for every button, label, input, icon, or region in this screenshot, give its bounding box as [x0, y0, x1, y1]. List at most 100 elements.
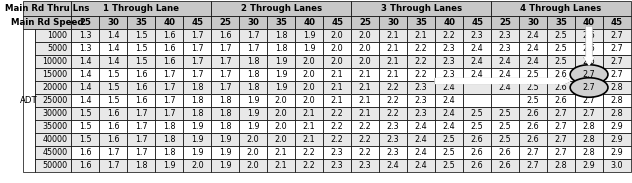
Bar — [127, 81, 155, 94]
Text: 2.7: 2.7 — [555, 135, 568, 144]
Text: 2.5: 2.5 — [499, 122, 511, 131]
Bar — [435, 55, 463, 68]
Text: 1.7: 1.7 — [107, 161, 119, 170]
Bar — [519, 55, 547, 68]
Text: 2.2: 2.2 — [303, 148, 315, 157]
Text: 2.1: 2.1 — [303, 122, 315, 131]
Bar — [99, 81, 127, 94]
Bar — [71, 55, 99, 68]
Text: 1.9: 1.9 — [247, 96, 260, 105]
Bar — [239, 81, 267, 94]
Text: 2.2: 2.2 — [331, 109, 344, 118]
Bar — [267, 42, 295, 55]
Bar — [491, 159, 519, 172]
Text: 2.9: 2.9 — [611, 122, 623, 131]
Bar — [267, 146, 295, 159]
Text: 2.3: 2.3 — [443, 57, 456, 66]
Text: 1.4: 1.4 — [79, 83, 92, 92]
Text: 1.7: 1.7 — [219, 57, 231, 66]
Text: 2.7: 2.7 — [583, 83, 595, 92]
Text: 25: 25 — [219, 18, 231, 27]
Text: 2.6: 2.6 — [583, 57, 595, 66]
Text: 2.6: 2.6 — [526, 122, 539, 131]
Text: 2.2: 2.2 — [415, 70, 427, 79]
Text: 2.1: 2.1 — [415, 31, 427, 40]
Text: 2.3: 2.3 — [331, 148, 343, 157]
Bar — [127, 120, 155, 133]
Bar — [323, 81, 351, 94]
Text: 45: 45 — [611, 18, 623, 27]
Text: 1.5: 1.5 — [79, 135, 92, 144]
Text: 2.1: 2.1 — [359, 70, 372, 79]
Bar — [407, 29, 435, 42]
Text: 25: 25 — [499, 18, 511, 27]
Bar — [155, 29, 183, 42]
Text: 2.0: 2.0 — [191, 161, 204, 170]
Text: 2.4: 2.4 — [526, 57, 539, 66]
Text: 2.4: 2.4 — [471, 57, 483, 66]
Bar — [211, 42, 239, 55]
Text: 2.2: 2.2 — [359, 135, 372, 144]
Bar — [407, 81, 435, 94]
Bar — [239, 68, 267, 81]
Bar — [239, 94, 267, 107]
Text: 30: 30 — [107, 18, 119, 27]
Bar — [127, 159, 155, 172]
Text: 2.4: 2.4 — [415, 148, 427, 157]
Bar — [127, 29, 155, 42]
Text: 1000: 1000 — [47, 31, 68, 40]
Bar — [127, 55, 155, 68]
Bar — [323, 55, 351, 68]
Bar — [155, 107, 183, 120]
Text: 2 Through Lanes: 2 Through Lanes — [241, 4, 322, 13]
Text: 1.5: 1.5 — [107, 96, 119, 105]
Bar — [211, 120, 239, 133]
Text: 1.8: 1.8 — [247, 57, 260, 66]
Bar — [547, 146, 575, 159]
Bar — [211, 159, 239, 172]
Bar — [407, 16, 435, 29]
Bar — [379, 55, 407, 68]
Text: 2.7: 2.7 — [555, 148, 568, 157]
Bar — [239, 55, 267, 68]
Bar — [323, 94, 351, 107]
Bar — [23, 1, 71, 16]
Text: 1.8: 1.8 — [247, 83, 260, 92]
Text: 1.5: 1.5 — [135, 31, 147, 40]
Bar — [183, 133, 211, 146]
Bar — [35, 94, 71, 107]
Text: 1.6: 1.6 — [163, 31, 176, 40]
Text: 2.6: 2.6 — [555, 96, 568, 105]
Text: 1.7: 1.7 — [191, 44, 204, 53]
Bar — [379, 107, 407, 120]
Bar — [71, 42, 99, 55]
Bar — [435, 146, 463, 159]
Bar — [295, 16, 323, 29]
Text: 2.0: 2.0 — [303, 57, 315, 66]
Bar — [519, 159, 547, 172]
Text: 2.1: 2.1 — [275, 148, 288, 157]
Text: Main Rd Speed: Main Rd Speed — [11, 18, 83, 27]
Bar — [267, 159, 295, 172]
Bar — [435, 68, 463, 81]
Bar — [547, 55, 575, 68]
Text: 30: 30 — [527, 18, 539, 27]
Bar — [491, 107, 519, 120]
Text: 2.0: 2.0 — [303, 83, 315, 92]
Text: 2.4: 2.4 — [499, 70, 511, 79]
Text: 1.7: 1.7 — [191, 31, 204, 40]
Text: 30000: 30000 — [42, 109, 68, 118]
Bar — [211, 81, 239, 94]
Text: 3 Through Lanes: 3 Through Lanes — [380, 4, 462, 13]
Text: 2.8: 2.8 — [583, 148, 595, 157]
Bar — [575, 81, 603, 94]
Text: 2.5: 2.5 — [471, 122, 483, 131]
Text: 1.8: 1.8 — [191, 96, 204, 105]
Text: 40: 40 — [163, 18, 175, 27]
Text: 2.2: 2.2 — [387, 96, 399, 105]
Text: ADT: ADT — [20, 96, 38, 105]
Text: 2.2: 2.2 — [359, 122, 372, 131]
Text: 1.6: 1.6 — [163, 44, 176, 53]
Bar — [351, 29, 379, 42]
Text: 1.7: 1.7 — [247, 44, 260, 53]
